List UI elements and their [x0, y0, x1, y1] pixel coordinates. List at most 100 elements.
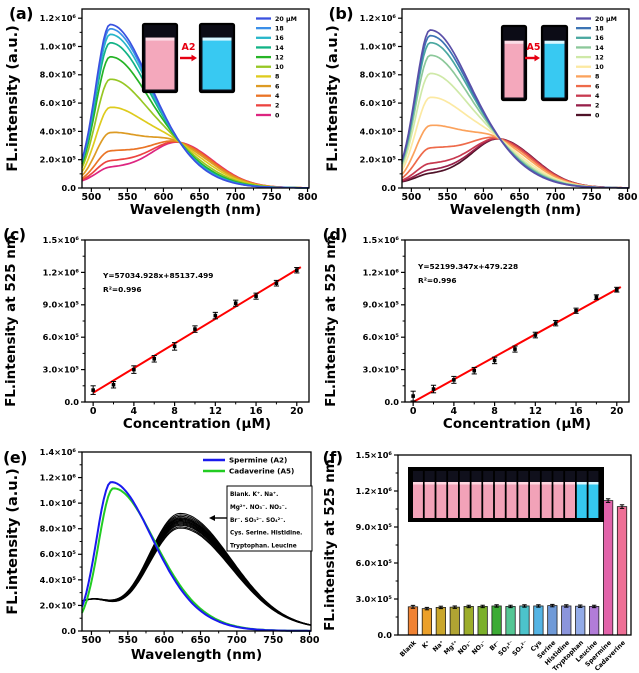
bar: [490, 605, 502, 636]
data-point: [294, 268, 299, 273]
bar: [602, 500, 613, 636]
cuvette-liquid-surface: [202, 37, 232, 41]
x-tick-label: 650: [190, 192, 210, 203]
x-tick-label: 500: [401, 192, 421, 203]
panel-c: (c) 0 4 8 12 16 20 0.0 3.0×10⁵ 6.0×10⁵ 9.0×10⁵ 1.2…: [0, 225, 320, 448]
y-tick-label: 1.2×10⁶: [40, 13, 77, 23]
inset-cuvette-cap: [482, 471, 493, 482]
inset-cuvette-surface: [471, 482, 481, 485]
interferent-box-line: Mg²⁺. NO₃⁻. NO₂⁻.: [230, 504, 287, 511]
inset-cuvette-cap: [552, 471, 563, 482]
panel-c-label: (c): [3, 225, 26, 244]
cuvette-liquid-surface: [504, 40, 523, 44]
y-tick-label: 1.5×10⁶: [43, 235, 80, 245]
inset-cuvette: [588, 482, 598, 518]
bar: [477, 606, 488, 636]
panel-d-chart: 0 4 8 12 16 20 0.0 3.0×10⁵ 6.0×10⁵ 9.0×10⁵ 1.2×10⁶…: [323, 235, 630, 432]
legend-label: 20 μM: [275, 16, 297, 23]
interferent-curve: [81, 527, 312, 626]
cuvette-liquid: [202, 37, 232, 90]
inset-cuvette: [471, 482, 481, 518]
fit-line: [92, 266, 302, 394]
bar-label: K⁺: [421, 639, 432, 650]
data-point: [451, 378, 456, 382]
legend-label: 14: [275, 45, 284, 52]
inset-cuvette-cap: [564, 471, 575, 482]
data-point: [512, 347, 517, 351]
inset-cuvette-cap: [435, 471, 446, 482]
inset-cuvette-surface: [494, 482, 505, 485]
fit-r-squared: R²=0.996: [418, 276, 457, 285]
x-tick-label: 750: [262, 192, 282, 203]
spectrum-curve: [400, 29, 629, 189]
inset-cuvette-surface: [447, 482, 458, 485]
inset-cuvette-surface: [564, 482, 575, 485]
inset-cuvette-surface: [482, 482, 493, 485]
x-tick-label: 800: [298, 192, 318, 203]
inset-cuvette: [482, 482, 493, 518]
legend-label: 8: [595, 74, 599, 81]
legend-label: 16: [275, 35, 284, 42]
panel-a-chart: 500 550 600 650 700 750 800 0.0 2.0×10⁵ 4.0×10⁵ 6.…: [5, 8, 318, 218]
bar: [532, 605, 544, 636]
legend-label: Cadaverine (A5): [229, 467, 294, 476]
inset-cuvette: [424, 482, 435, 518]
inset-arrow-label: A5: [526, 42, 540, 53]
data-point: [132, 367, 136, 372]
bar-label: NO₂⁻: [470, 639, 487, 656]
panel-f: (f) Blank K⁺ Na⁺ Mg²⁺ NO₃⁻ NO₂⁻ Br⁻ SO₃²⁻ SO₄²⁻ C…: [320, 448, 639, 673]
data-point: [233, 301, 238, 305]
bar: [421, 608, 432, 636]
inset-cuvette: [564, 482, 575, 518]
legend-label: 2: [595, 103, 599, 110]
bar: [407, 606, 418, 636]
panel-f-label: (f): [322, 448, 344, 467]
bar: [588, 606, 599, 636]
spermine-curve: [81, 481, 311, 632]
inset-cuvette-surface: [541, 482, 552, 485]
legend-label: 6: [595, 83, 600, 90]
data-point: [573, 308, 578, 313]
inset-cuvette: [506, 482, 516, 518]
inset-cuvette-surface: [517, 482, 528, 485]
interferent-box-line: Blank. K⁺. Na⁺.: [230, 491, 278, 498]
y-tick-label: 6.0×10⁵: [355, 558, 392, 568]
data-point: [533, 333, 537, 337]
panel-b-label: (b): [328, 4, 354, 23]
x-tick-label: 0: [90, 406, 97, 417]
x-tick-label: 700: [545, 192, 565, 203]
inset-cuvette-cap: [447, 471, 458, 482]
data-point: [471, 368, 476, 373]
legend-label: 10: [595, 64, 604, 71]
x-tick-label: 20: [290, 406, 304, 417]
panel-e-chart: 500 550 600 650 700 750 800 0.0 2.0×10⁵ 4.0×10⁵ 6.…: [5, 448, 320, 663]
inset-cuvette: [517, 482, 528, 518]
fit-equation: Y=57034.928x+85137.499: [102, 271, 213, 280]
cuvette-liquid: [544, 40, 564, 98]
legend-label: 12: [275, 54, 284, 61]
x-tick-label: 750: [263, 635, 283, 646]
y-tick-label: 6.0×10⁵: [40, 98, 77, 108]
inset-cuvette: [412, 482, 423, 518]
x-tick-label: 4: [450, 406, 457, 417]
fit-line: [412, 286, 621, 403]
spectrum-curve: [81, 23, 310, 189]
panel-d-label: (d): [322, 225, 348, 244]
inset-cuvette: [447, 482, 458, 518]
data-point: [111, 382, 116, 387]
x-tick-label: 550: [437, 192, 457, 203]
data-point: [492, 358, 496, 363]
legend-label: Spermine (A2): [229, 456, 287, 465]
inset-cuvette: [459, 482, 470, 518]
inset-cuvette: [576, 482, 587, 518]
legend-label: 12: [595, 54, 604, 61]
data-point: [274, 281, 279, 285]
inset-cuvette-cap: [576, 471, 587, 482]
inset-cuvette: [541, 482, 552, 518]
x-tick-label: 550: [118, 635, 138, 646]
y-tick-label: 0.0: [381, 183, 396, 193]
y-tick-label: 1.2×10⁶: [359, 13, 396, 23]
legend-label: 6: [275, 83, 280, 90]
y-axis-title: FL.intensity at 525 nm: [323, 235, 339, 407]
x-tick-label: 800: [617, 192, 637, 203]
